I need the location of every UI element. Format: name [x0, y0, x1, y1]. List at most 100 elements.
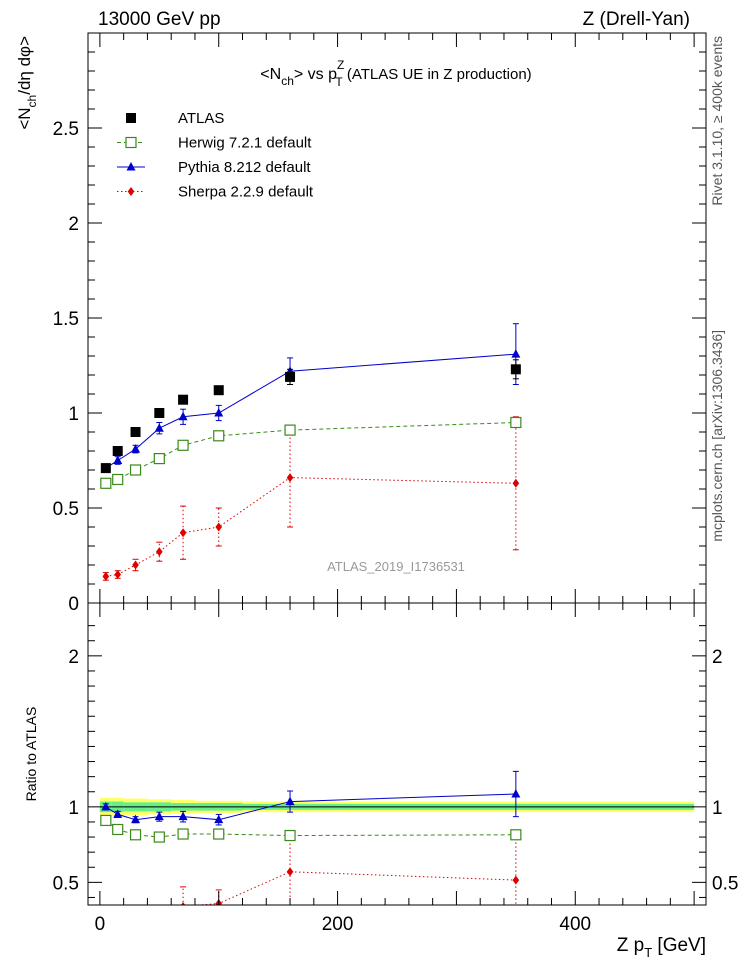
- main-point-pythia: [154, 423, 164, 432]
- ratio-point-pythia: [285, 796, 295, 806]
- main-point-sherpa: [132, 560, 139, 570]
- legend-marker-pythia: [126, 162, 136, 171]
- title-mid: > vs p: [294, 66, 337, 83]
- legend-entry-herwig: Herwig 7.2.1 default: [117, 135, 312, 152]
- xlabel-sub: T: [644, 945, 652, 960]
- main-point-herwig: [129, 464, 142, 476]
- main-point-atlas: [154, 408, 165, 418]
- legend-label-pythia: Pythia 8.212 default: [178, 159, 311, 176]
- header-right: Z (Drell-Yan): [583, 9, 690, 30]
- analysis-watermark: ATLAS_2019_I1736531: [327, 559, 465, 574]
- ratio-point-pythia: [511, 789, 521, 798]
- ratio-point-herwig: [510, 829, 522, 841]
- main-plot-area: [100, 323, 522, 581]
- main-point-atlas: [178, 394, 189, 405]
- ratio-ytick-label-right: 2: [712, 647, 723, 668]
- mcplots-info: mcplots.cern.ch [arXiv:1306.3436]: [709, 330, 725, 542]
- xlabel-a: Z p: [617, 935, 644, 956]
- main-point-sherpa: [286, 473, 294, 483]
- ratio-frame: [87, 602, 707, 906]
- main-point-sherpa: [102, 571, 110, 581]
- main-point-pythia: [511, 349, 521, 358]
- ratio-xtick-label: 0: [95, 914, 106, 935]
- ratio-series-pythia: [101, 770, 521, 826]
- title-mid-sup: Z: [337, 58, 344, 72]
- legend-entry-pythia: Pythia 8.212 default: [117, 159, 311, 176]
- main-point-herwig: [112, 473, 124, 486]
- legend-label-sherpa: Sherpa 2.2.9 default: [178, 184, 314, 201]
- legend-marker-herwig: [125, 136, 137, 149]
- ratio-point-sherpa: [180, 902, 186, 905]
- main-point-herwig: [100, 477, 112, 489]
- legend-marker-atlas: [126, 113, 136, 123]
- main-series-sherpa: [102, 416, 520, 581]
- title-prefix: <N: [260, 66, 281, 83]
- main-point-herwig: [153, 453, 165, 465]
- ratio-point-pythia: [131, 814, 141, 824]
- ratio-xtick-label: 400: [559, 914, 591, 935]
- legend-marker-sherpa: [127, 187, 135, 196]
- ratio-plot-area: [100, 770, 522, 934]
- main-ytick-label: 0: [68, 594, 79, 615]
- main-point-herwig: [284, 424, 296, 436]
- legend-entry-atlas: ATLAS: [126, 110, 224, 127]
- rivet-info: Rivet 3.1.10, ≥ 400k events: [709, 36, 725, 206]
- ratio-series-sherpa: [114, 835, 520, 934]
- main-line-herwig: [105, 422, 516, 484]
- main-point-sherpa: [512, 478, 520, 488]
- ratio-point-herwig: [112, 823, 124, 836]
- ratio-point-herwig: [153, 831, 165, 843]
- legend-entry-sherpa: Sherpa 2.2.9 default: [117, 184, 314, 201]
- main-series-pythia: [101, 323, 521, 473]
- ratio-point-sherpa: [114, 925, 121, 934]
- ratio-point-herwig: [177, 828, 189, 840]
- legend-label-herwig: Herwig 7.2.1 default: [178, 135, 312, 152]
- main-point-sherpa: [215, 522, 223, 532]
- main-series-atlas: [100, 359, 521, 474]
- main-point-sherpa: [156, 547, 163, 557]
- ratio-ytick-label-left: 0.5: [53, 873, 79, 894]
- ratio-series-herwig: [100, 814, 522, 843]
- main-point-sherpa: [114, 570, 122, 579]
- main-point-atlas: [285, 371, 296, 382]
- title-mid-sub: T: [335, 75, 343, 89]
- header-left: 13000 GeV pp: [98, 9, 221, 30]
- title-prefix-sub: ch: [281, 74, 294, 88]
- main-series-herwig: [100, 416, 522, 489]
- main-title: <Nch> vs pZ T (ATLAS UE in Z production): [260, 58, 531, 89]
- main-point-herwig: [177, 439, 189, 451]
- ratio-point-pythia: [101, 801, 111, 811]
- ratio-ytick-label-right: 0.5: [712, 873, 738, 894]
- xlabel-b: [GeV]: [652, 935, 706, 956]
- main-point-atlas: [213, 385, 224, 396]
- main-point-atlas: [112, 446, 123, 456]
- ratio-point-sherpa: [156, 913, 163, 922]
- ratio-bands: [99, 797, 695, 816]
- ratio-point-herwig: [284, 829, 296, 842]
- ratio-ylabel: Ratio to ATLAS: [23, 707, 39, 802]
- ratio-ytick-label-left: 2: [68, 647, 79, 668]
- ratio-line-herwig: [105, 820, 516, 838]
- main-line-pythia: [105, 353, 516, 469]
- ratio-point-pythia: [113, 809, 123, 818]
- main-point-pythia: [113, 455, 123, 464]
- main-point-pythia: [178, 411, 188, 421]
- ratio-point-pythia: [214, 814, 224, 824]
- ratio-point-sherpa: [512, 875, 520, 885]
- ratio-xlabel: Z pT [GeV]: [617, 935, 706, 960]
- ylabel-a: <N: [15, 107, 34, 129]
- ratio-xtick-label: 200: [322, 914, 354, 935]
- ratio-ytick-label-right: 1: [712, 798, 723, 819]
- main-point-atlas: [130, 427, 141, 437]
- main-point-herwig: [510, 416, 522, 429]
- main-point-atlas: [510, 364, 521, 375]
- main-point-pythia: [214, 408, 224, 417]
- ylabel-sub: ch: [25, 95, 39, 108]
- axes: 0 0.5 1 1.5 2 2.5 0 200 400 0.5 0.5 1 1 2 2: [53, 33, 738, 935]
- main-ytick-label: 1: [68, 404, 79, 425]
- main-ytick-label: 0.5: [53, 499, 79, 520]
- ratio-point-herwig: [213, 828, 225, 840]
- ratio-point-pythia: [178, 811, 188, 821]
